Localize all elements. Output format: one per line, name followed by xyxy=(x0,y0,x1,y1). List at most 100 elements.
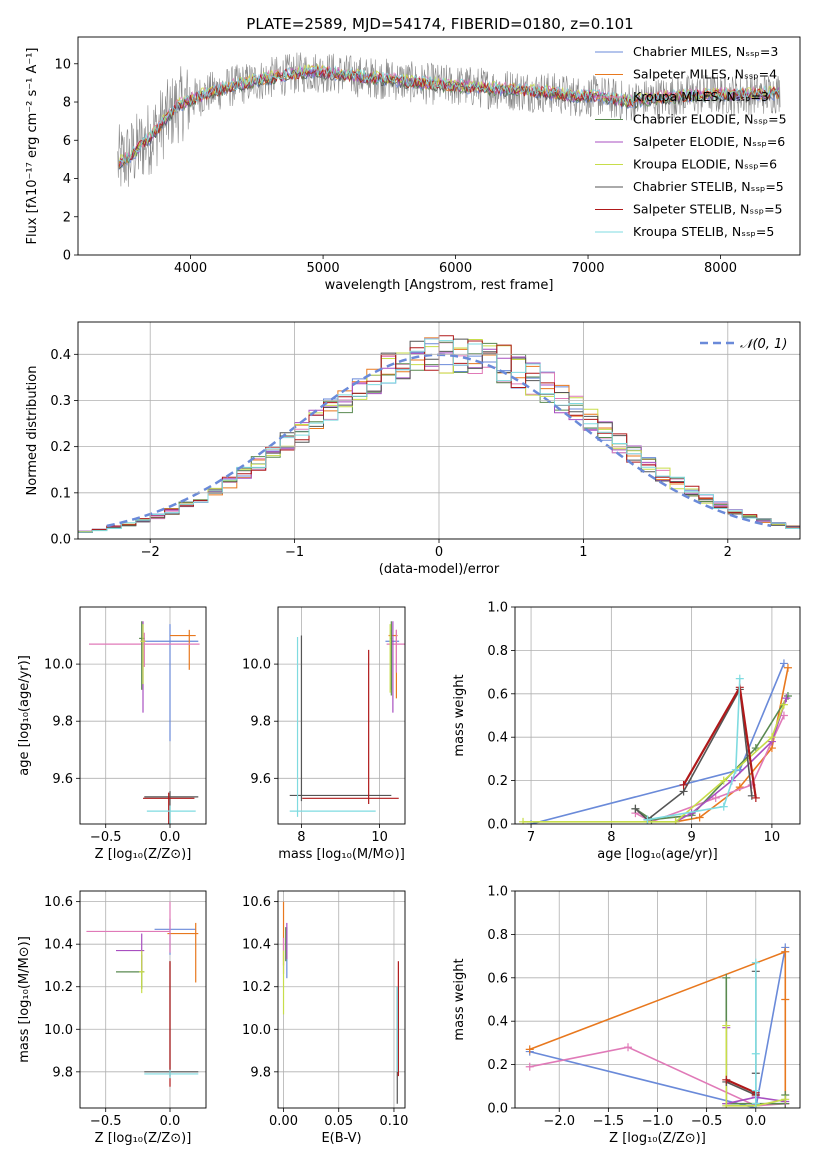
spectrum-xlabel: wavelength [Angstrom, rest frame] xyxy=(325,278,554,293)
mass_weight_vs_Z-series-marker xyxy=(751,1049,760,1058)
age_vs_Z-ytick-label: 9.8 xyxy=(52,715,73,730)
spectrum-legend-label: Salpeter MILES, Nₛₛₚ=4 xyxy=(633,67,777,82)
age_vs_mass-ytick-label: 10.0 xyxy=(242,658,271,673)
mass_weight_vs_age-xtick-label: 9 xyxy=(687,830,695,845)
spectrum-plot-area xyxy=(117,52,781,187)
mass_weight_vs_age-series-marker xyxy=(631,804,640,813)
mass_vs_EBV-ytick-label: 9.8 xyxy=(250,1065,271,1080)
mass_vs_Z-frame xyxy=(79,890,207,1109)
spectrum-ylabel: Flux [fλ10⁻¹⁷ erg cm⁻² s⁻¹ A⁻¹] xyxy=(25,48,40,245)
mass_weight_vs_Z-series-marker xyxy=(722,1101,731,1108)
mass_vs_Z-axes: −0.5 0.0 9.8 10.0 10.2 10.4 10.6 Z [log₁₀(Z/Z⊙)… xyxy=(17,890,207,1146)
spectrum-ytick-label: 6 xyxy=(63,134,71,149)
mass_weight_vs_Z-frame xyxy=(514,890,801,1109)
mass_weight_vs_age-series-marker xyxy=(679,780,688,789)
mass_weight_vs_age-series-marker xyxy=(671,817,680,824)
residuals-xtick-label: 2 xyxy=(724,545,732,560)
age_vs_Z-xtick-label: 0.0 xyxy=(160,830,181,845)
residuals-ytick-label: 0.2 xyxy=(50,440,71,455)
mass_weight_vs_Z-ytick-label: 0.4 xyxy=(487,1015,508,1030)
spectrum-legend-label: Kroupa ELODIE, Nₛₛₚ=6 xyxy=(633,157,777,172)
spectrum-model-line xyxy=(118,65,780,164)
spectrum-xtick-label: 5000 xyxy=(307,261,340,276)
age_vs_Z-ytick-label: 10.0 xyxy=(44,658,73,673)
mass_weight_vs_Z-ytick-label: 0.6 xyxy=(487,971,508,986)
mass_vs_EBV-axes: 0.00 0.05 0.10 9.8 10.0 10.2 10.4 10.6 E(B-V) xyxy=(242,890,408,1146)
mass_weight_vs_age-series-marker xyxy=(767,733,776,742)
age_vs_mass-xtick-label: 8 xyxy=(297,830,305,845)
mass_weight_vs_age-ytick-label: 0.6 xyxy=(487,687,508,702)
mass_vs_Z-ytick-label: 10.6 xyxy=(44,895,73,910)
age_vs_Z-xlabel: Z [log₁₀(Z/Z⊙)] xyxy=(95,847,192,862)
spectrum-xtick-label: 8000 xyxy=(704,261,737,276)
spectrum-legend-label: Chabrier ELODIE, Nₛₛₚ=5 xyxy=(633,112,787,127)
residuals-xtick-label: −2 xyxy=(141,545,160,560)
mass_vs_Z-xlabel: Z [log₁₀(Z/Z⊙)] xyxy=(95,1131,192,1146)
mass_weight_vs_age-frame xyxy=(514,606,801,825)
spectrum-axes: 4000 5000 6000 7000 8000 0 2 4 6 8 10 wavelength [A… xyxy=(25,36,801,293)
mass_vs_Z-ytick-label: 9.8 xyxy=(52,1065,73,1080)
age_vs_mass-plot-area xyxy=(278,607,405,824)
mass_weight_vs_age-axes: 7 8 9 10 0.0 0.2 0.4 0.6 0.8 1.0 age [log₁₀(age/yr… xyxy=(452,601,801,862)
mass_weight_vs_Z-series-line xyxy=(529,950,787,1104)
mass_weight_vs_age-series-marker xyxy=(779,700,788,709)
mass_weight_vs_Z-xtick-label: −2.0 xyxy=(543,1114,575,1129)
mass_vs_EBV-frame xyxy=(277,890,406,1109)
age_vs_Z-frame xyxy=(79,606,207,825)
spectrum-legend-label: Salpeter STELIB, Nₛₛₚ=5 xyxy=(633,202,783,217)
mass_weight_vs_age-xlabel: age [log₁₀(age/yr)] xyxy=(597,847,718,862)
residuals-ytick-label: 0.3 xyxy=(50,394,71,409)
spectrum-ytick-label: 8 xyxy=(63,96,71,111)
mass_weight_vs_age-ytick-label: 0.8 xyxy=(487,644,508,659)
spectrum-ytick-label: 10 xyxy=(54,57,71,72)
mass_weight_vs_age-series-marker xyxy=(751,793,760,802)
mass_vs_Z-ytick-label: 10.2 xyxy=(44,980,73,995)
mass_weight_vs_age-xtick-label: 7 xyxy=(527,830,535,845)
mass_vs_EBV-xtick-label: 0.10 xyxy=(379,1114,408,1129)
age_vs_Z-ytick-label: 9.6 xyxy=(52,772,73,787)
mass_vs_Z-xtick-label: −0.5 xyxy=(90,1114,122,1129)
mass_weight_vs_age-series-marker xyxy=(735,674,744,683)
age_vs_Z-plot-area xyxy=(80,607,206,824)
mass_weight_vs_Z-series-line xyxy=(725,1025,786,1107)
residuals-xtick-label: 1 xyxy=(579,545,587,560)
spectrum-ytick-label: 0 xyxy=(63,249,71,264)
spectrum-xtick-label: 7000 xyxy=(571,261,604,276)
mass_weight_vs_Z-series-marker xyxy=(751,1086,760,1095)
mass_vs_Z-ytick-label: 10.0 xyxy=(44,1023,73,1038)
mass_weight_vs_age-ytick-label: 1.0 xyxy=(487,601,508,616)
mass_vs_EBV-ytick-label: 10.0 xyxy=(242,1023,271,1038)
residuals-xtick-label: 0 xyxy=(435,545,443,560)
mass_weight_vs_age-series-marker xyxy=(779,659,788,668)
mass_weight_vs_age-series-marker xyxy=(711,793,720,802)
age_vs_Z-xtick-label: −0.5 xyxy=(90,830,122,845)
mass_weight_vs_Z-series-marker xyxy=(722,1075,731,1084)
age_vs_mass-xlabel: mass [log₁₀(M/M⊙)] xyxy=(278,847,405,862)
residuals-xtick-label: −1 xyxy=(285,545,304,560)
mass_weight_vs_age-series-marker xyxy=(783,663,792,672)
mass_vs_Z-ylabel: mass [log₁₀(M/M⊙)] xyxy=(17,936,32,1063)
spectrum-legend-label: Kroupa MILES, Nₛₛₚ=3 xyxy=(633,89,769,104)
mass_weight_vs_Z-xtick-label: −1.5 xyxy=(593,1114,625,1129)
mass_weight_vs_Z-xtick-label: −0.5 xyxy=(691,1114,723,1129)
mass_weight_vs_Z-series-line xyxy=(529,1046,786,1107)
mass_vs_EBV-xtick-label: 0.05 xyxy=(324,1114,353,1129)
mass_weight_vs_Z-plot-area xyxy=(515,891,800,1108)
spectrum-xtick-label: 4000 xyxy=(174,261,207,276)
mass_weight_vs_age-ytick-label: 0.2 xyxy=(487,774,508,789)
mass_weight_vs_age-xtick-label: 10 xyxy=(764,830,781,845)
mass_weight_vs_Z-xlabel: Z [log₁₀(Z/Z⊙)] xyxy=(609,1131,706,1146)
mass_weight_vs_Z-xtick-label: 0.0 xyxy=(745,1114,766,1129)
mass_vs_Z-ytick-label: 10.4 xyxy=(44,938,73,953)
mass_weight_vs_age-series-line xyxy=(647,678,741,821)
mass_weight_vs_age-series-marker xyxy=(719,802,728,811)
mass_weight_vs_age-plot-area xyxy=(515,607,800,824)
residual-legend-label: 𝒩(0, 1) xyxy=(740,337,787,352)
mass_weight_vs_Z-series-marker xyxy=(525,1045,534,1054)
age_vs_mass-ytick-label: 9.8 xyxy=(250,715,271,730)
mass_weight_vs_age-xtick-label: 8 xyxy=(607,830,615,845)
spectrum-ytick-label: 4 xyxy=(63,172,71,187)
mass_weight_vs_Z-ylabel: mass weight xyxy=(452,958,467,1040)
residuals-ylabel: Normed distribution xyxy=(25,366,40,496)
